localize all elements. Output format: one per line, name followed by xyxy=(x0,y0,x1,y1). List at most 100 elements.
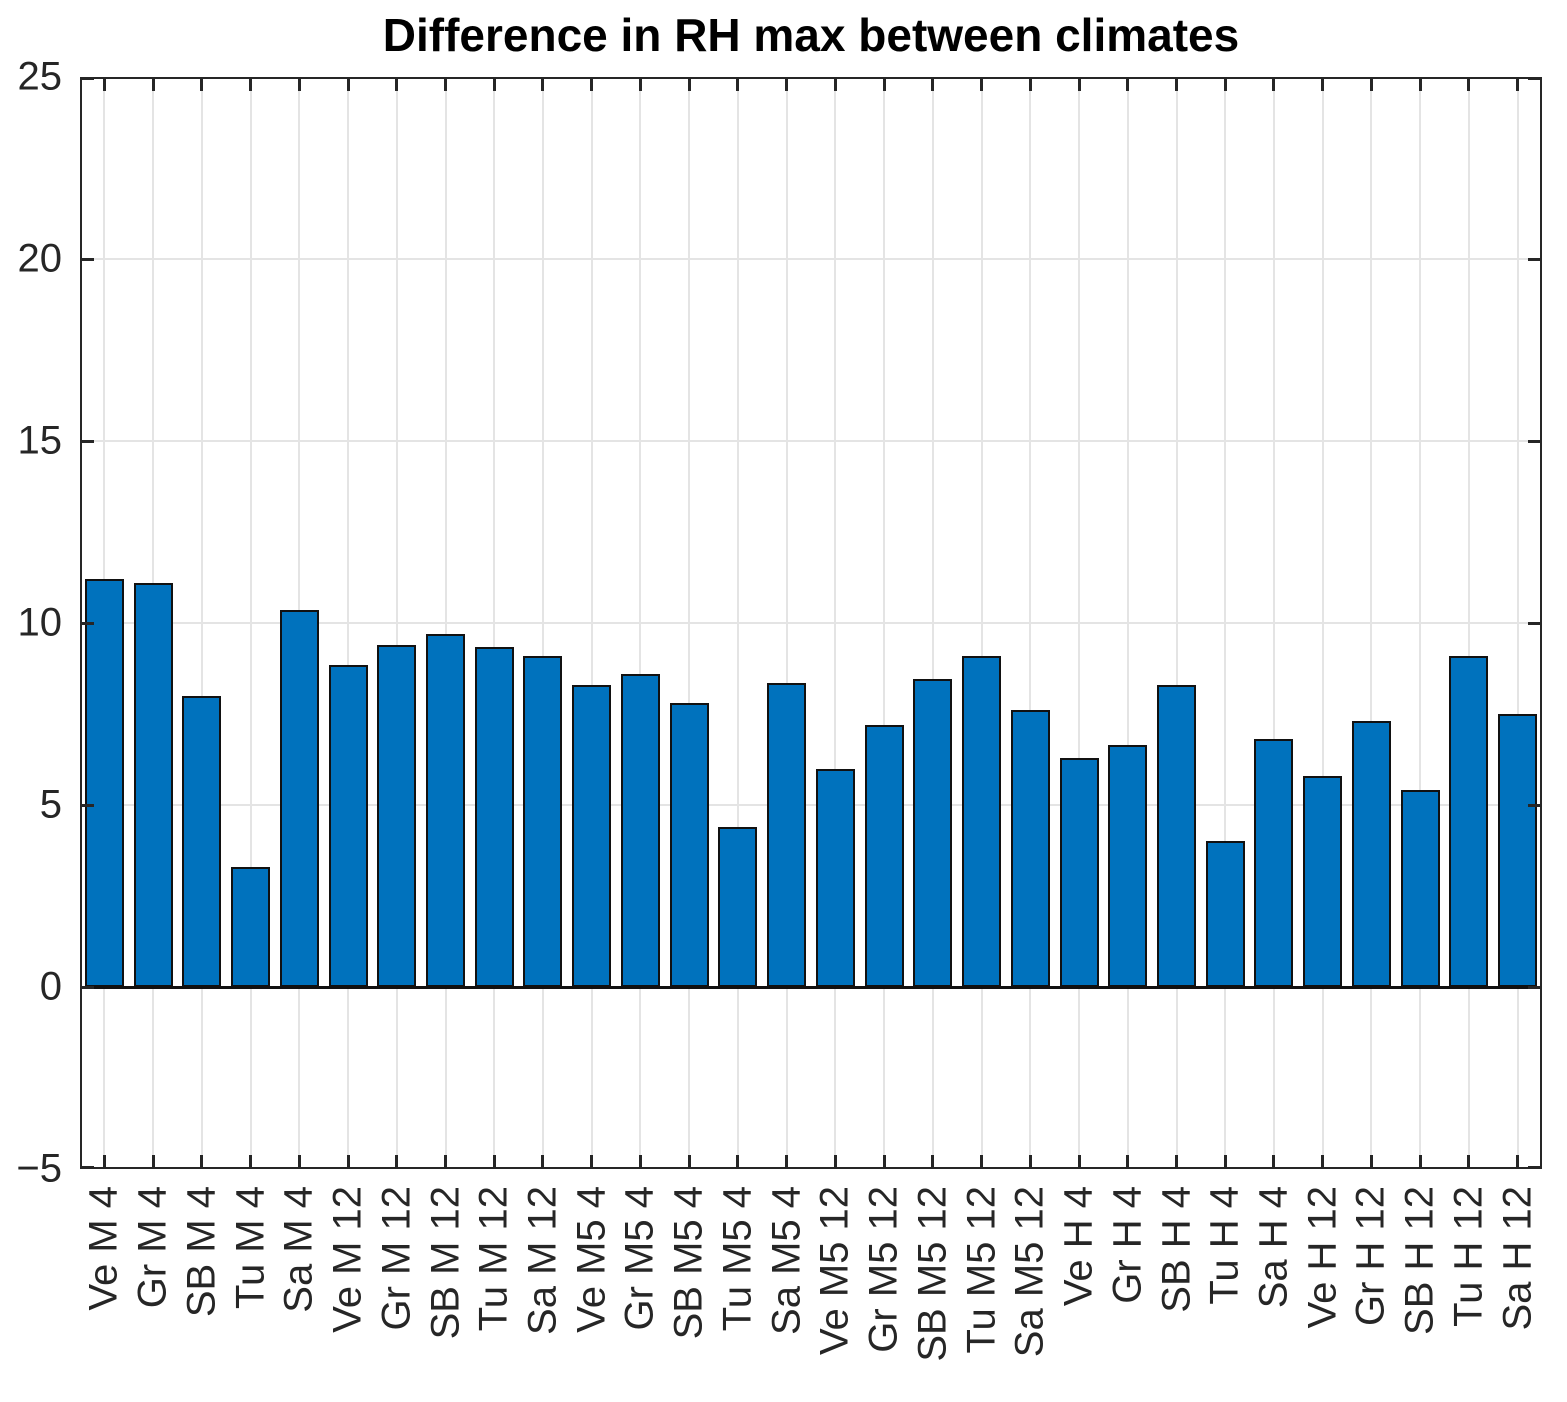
x-tick-mark-bottom xyxy=(1516,1155,1520,1169)
x-tick-mark-bottom xyxy=(687,1155,691,1169)
x-tick-mark-bottom xyxy=(1175,1155,1178,1169)
x-tick-label: Gr M5 4 xyxy=(617,1186,662,1331)
x-tick-mark-top xyxy=(785,77,789,91)
x-tick-mark-top xyxy=(833,77,837,91)
bar xyxy=(84,579,124,987)
x-tick-mark-bottom xyxy=(785,1155,789,1169)
y-tick-mark-left xyxy=(80,257,94,261)
x-tick-mark-bottom xyxy=(882,1155,886,1169)
x-tick-mark-top xyxy=(590,77,594,91)
x-tick-mark-top xyxy=(1028,77,1032,91)
y-gridline xyxy=(80,804,1542,806)
x-tick-mark-top xyxy=(882,77,886,91)
bar xyxy=(1303,775,1343,987)
x-gridline xyxy=(883,77,886,1169)
x-tick-label: Ve M5 12 xyxy=(812,1186,857,1356)
x-tick-mark-top xyxy=(1223,77,1227,91)
x-tick-label: SB M 12 xyxy=(423,1186,467,1340)
bar xyxy=(1400,790,1440,987)
x-tick-mark-bottom xyxy=(1077,1155,1081,1169)
x-tick-label: Sa H 4 xyxy=(1251,1186,1296,1309)
y-tick-mark-left xyxy=(80,985,94,989)
x-gridline xyxy=(1370,77,1373,1169)
x-tick-label: Tu M5 12 xyxy=(959,1186,1004,1354)
x-tick-mark-top xyxy=(541,77,545,91)
x-tick-label: Ve M 4 xyxy=(81,1186,126,1311)
x-gridline xyxy=(1078,77,1081,1169)
x-tick-mark-bottom xyxy=(638,1155,642,1169)
x-tick-mark-top xyxy=(395,77,399,91)
y-tick-label: 20 xyxy=(17,236,63,281)
x-gridline xyxy=(785,77,788,1169)
x-tick-mark-top xyxy=(492,77,496,91)
y-tick-label: 0 xyxy=(39,964,62,1009)
x-tick-mark-bottom xyxy=(249,1155,253,1169)
bar xyxy=(962,655,1002,987)
y-tick-label: 5 xyxy=(39,782,62,827)
x-tick-label: Sa M 4 xyxy=(276,1186,321,1313)
x-gridline xyxy=(200,77,203,1169)
x-tick-mark-bottom xyxy=(736,1155,740,1169)
x-gridline xyxy=(1321,77,1324,1169)
x-tick-mark-top xyxy=(1418,77,1422,91)
bar xyxy=(1157,684,1196,987)
bar xyxy=(377,644,417,987)
x-gridline xyxy=(493,77,496,1169)
x-tick-mark-top xyxy=(1321,77,1325,91)
bar xyxy=(133,582,173,987)
x-gridline xyxy=(931,77,934,1169)
x-tick-mark-top xyxy=(1272,77,1276,91)
x-tick-mark-top xyxy=(297,77,301,91)
x-gridline xyxy=(688,77,691,1169)
x-tick-label: Ve M5 4 xyxy=(569,1186,614,1333)
bar xyxy=(279,610,319,987)
x-gridline xyxy=(1419,77,1422,1169)
x-tick-label: SB M 4 xyxy=(179,1186,224,1318)
x-tick-mark-bottom xyxy=(833,1155,837,1169)
x-tick-mark-bottom xyxy=(1028,1155,1032,1169)
y-tick-mark-right xyxy=(1528,77,1542,80)
bar xyxy=(1059,757,1099,987)
x-gridline xyxy=(541,77,544,1169)
x-tick-mark-top xyxy=(200,77,204,91)
bar xyxy=(426,633,465,987)
x-tick-mark-bottom xyxy=(590,1155,594,1169)
bar xyxy=(523,655,563,987)
x-tick-label: Tu H 12 xyxy=(1446,1186,1491,1327)
x-gridline xyxy=(444,77,447,1169)
bar xyxy=(1254,739,1294,987)
x-tick-mark-bottom xyxy=(297,1155,301,1169)
y-gridline xyxy=(80,440,1542,442)
x-tick-mark-top xyxy=(1369,77,1373,91)
x-tick-mark-top xyxy=(1467,77,1471,91)
x-tick-mark-top xyxy=(102,77,106,91)
x-tick-label: Ve M 12 xyxy=(325,1186,370,1333)
y-tick-label: 15 xyxy=(17,418,63,463)
x-tick-mark-top xyxy=(1516,77,1520,91)
x-tick-mark-bottom xyxy=(492,1155,496,1169)
y-tick-mark-right xyxy=(1528,257,1542,261)
x-tick-mark-top xyxy=(1175,77,1178,91)
bar xyxy=(182,695,222,987)
x-tick-mark-bottom xyxy=(1467,1155,1471,1169)
x-tick-label: SB H 12 xyxy=(1397,1186,1442,1335)
x-gridline xyxy=(980,77,983,1169)
x-gridline xyxy=(1272,77,1275,1169)
y-tick-mark-left xyxy=(80,439,94,443)
x-tick-label: Gr M 12 xyxy=(374,1186,419,1331)
x-tick-mark-top xyxy=(931,77,935,91)
x-tick-label: Ve H 12 xyxy=(1300,1186,1345,1329)
y-gridline xyxy=(80,258,1542,260)
x-tick-label: Gr H 12 xyxy=(1348,1186,1393,1327)
x-gridline xyxy=(1516,77,1519,1169)
y-tick-mark-right xyxy=(1528,439,1542,443)
y-tick-mark-right xyxy=(1528,985,1542,989)
bar xyxy=(864,724,904,987)
x-tick-mark-bottom xyxy=(1272,1155,1276,1169)
y-tick-mark-left xyxy=(80,1166,94,1169)
x-tick-mark-bottom xyxy=(541,1155,545,1169)
x-tick-mark-top xyxy=(444,77,447,91)
x-tick-mark-bottom xyxy=(346,1155,350,1169)
y-tick-mark-right xyxy=(1528,621,1542,625)
x-tick-mark-top xyxy=(249,77,253,91)
